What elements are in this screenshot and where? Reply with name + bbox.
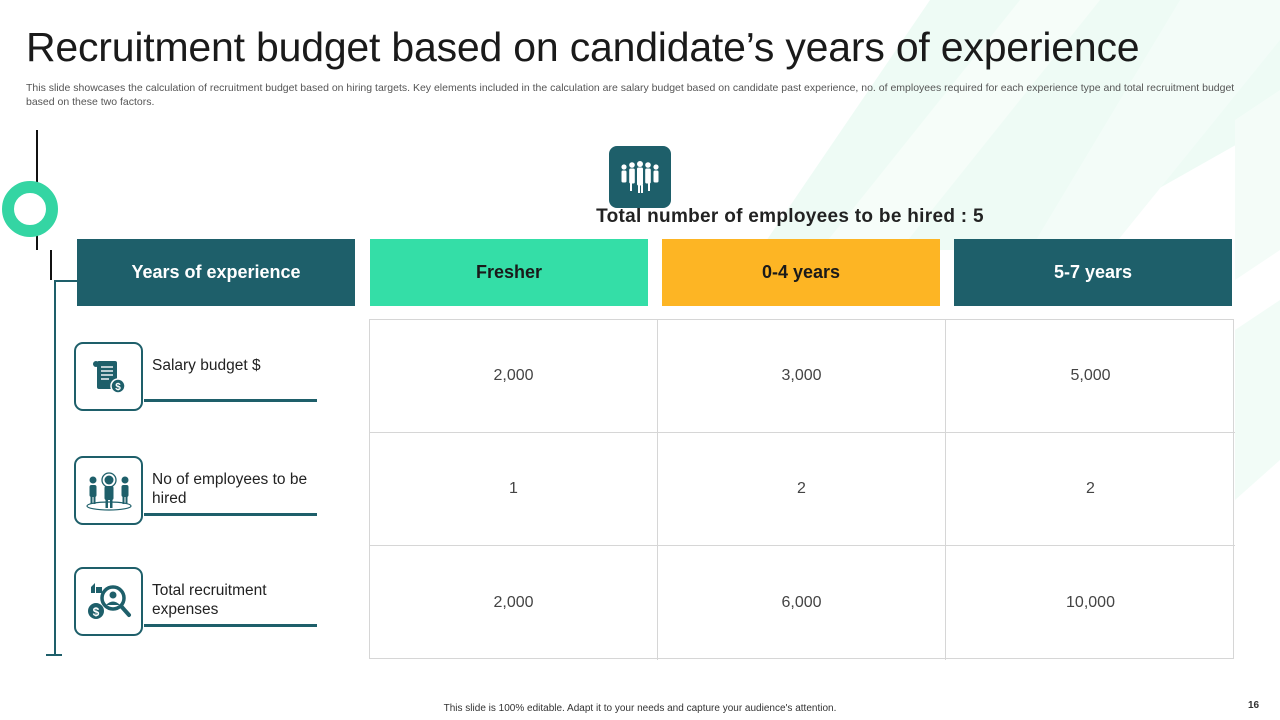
team-hiring-icon [74, 456, 143, 525]
svg-text:$: $ [115, 382, 121, 393]
footer-note: This slide is 100% editable. Adapt it to… [443, 703, 837, 714]
row-label-employees-to-hire: No of employees to be hired [74, 456, 324, 526]
table-cell: 5,000 [946, 320, 1235, 433]
row-underline [144, 513, 317, 516]
page-subtitle: This slide showcases the calculation of … [26, 82, 1235, 108]
group-of-people-icon [609, 146, 671, 208]
recruitment-search-icon: $ [74, 567, 143, 636]
salary-document-icon: $ [74, 342, 143, 411]
row-label-salary-budget: $ Salary budget $ [74, 342, 324, 412]
header-5-7-years: 5-7 years [954, 239, 1232, 306]
page-title: Recruitment budget based on candidate’s … [26, 24, 1140, 70]
table-cell: 10,000 [1066, 594, 1115, 611]
row-label-text: Total recruitment expenses [152, 582, 267, 618]
table-cell: 2 [946, 433, 1235, 546]
total-hires-heading: Total number of employees to be hired : … [596, 206, 984, 227]
table-cell: 6,000 [658, 546, 946, 660]
table-cell: 2,000 [370, 320, 658, 433]
budget-table: 2,000 3,000 5,000 1 2 2 2,000 6,000 10,0… [369, 319, 1235, 660]
table-cell: 3,000 [658, 320, 946, 433]
header-0-4-years: 0-4 years [662, 239, 940, 306]
row-label-text: No of employees to be hired [152, 471, 308, 507]
header-years-of-experience: Years of experience [77, 239, 355, 306]
table-cell: 2 [658, 433, 946, 546]
table-cell: 1 [370, 433, 658, 546]
row-connector-bottom [46, 654, 62, 656]
row-label-total-expenses: $ Total recruitment expenses [74, 567, 324, 637]
decorative-ring [2, 181, 58, 237]
page-number: 16 [1248, 700, 1260, 711]
row-connector-top [54, 280, 78, 282]
header-fresher: Fresher [370, 239, 648, 306]
row-label-text: Salary budget $ [152, 357, 261, 374]
row-underline [144, 624, 317, 627]
row-connector-line [54, 280, 56, 654]
decorative-connector-line [50, 250, 52, 280]
table-cell: 2,000 [370, 546, 658, 660]
row-underline [144, 399, 317, 402]
svg-text:$: $ [92, 605, 99, 619]
